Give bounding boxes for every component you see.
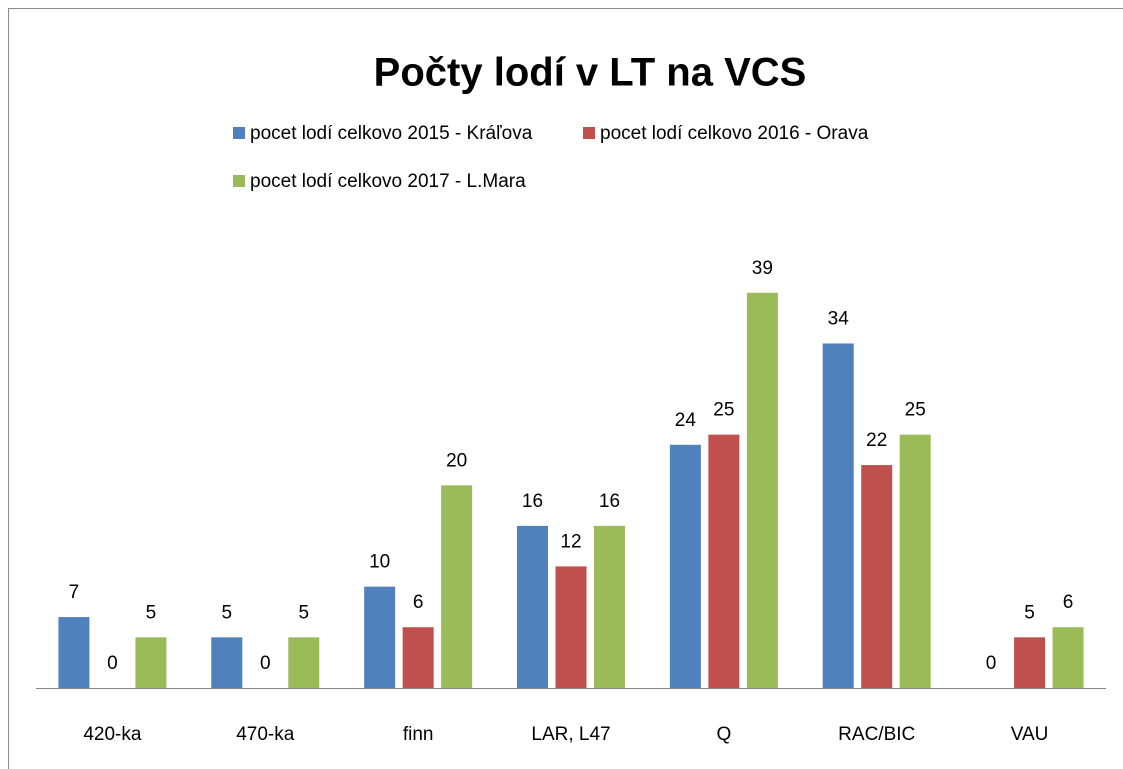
- bar: [899, 434, 931, 688]
- bar: [708, 434, 740, 688]
- x-tick-label: RAC/BIC: [838, 724, 915, 745]
- data-label: 5: [146, 602, 157, 623]
- data-label: 5: [298, 602, 309, 623]
- data-label: 10: [369, 552, 390, 573]
- data-label: 0: [107, 653, 118, 674]
- bar: [1052, 627, 1084, 688]
- bar: [288, 637, 320, 688]
- bar: [364, 586, 396, 688]
- legend-swatch: [583, 127, 595, 139]
- data-label: 16: [599, 491, 620, 512]
- bar: [135, 637, 167, 688]
- data-label: 24: [675, 410, 697, 431]
- data-label: 0: [260, 653, 271, 674]
- bar: [441, 485, 473, 688]
- chart-border: [8, 8, 1123, 769]
- x-tick-label: finn: [403, 724, 434, 745]
- data-label: 7: [69, 582, 80, 603]
- bar: [746, 292, 778, 688]
- data-label: 6: [413, 592, 424, 613]
- data-label: 22: [866, 430, 887, 451]
- data-label: 16: [522, 491, 543, 512]
- x-tick-label: 470-ka: [236, 724, 295, 745]
- data-label: 6: [1063, 592, 1074, 613]
- legend-swatch: [233, 127, 245, 139]
- data-label: 5: [1024, 602, 1035, 623]
- data-label: 34: [828, 308, 850, 329]
- bar: [861, 465, 893, 688]
- data-label: 39: [752, 258, 773, 279]
- x-tick-label: 420-ka: [83, 724, 142, 745]
- bar: [822, 343, 854, 688]
- data-label: 12: [560, 531, 581, 552]
- data-label: 25: [905, 400, 926, 421]
- legend-label: pocet lodí celkovo 2017 - L.Mara: [250, 171, 526, 192]
- bar: [211, 637, 243, 688]
- data-label: 20: [446, 450, 467, 471]
- x-tick-label: VAU: [1011, 724, 1049, 745]
- x-tick-label: LAR, L47: [531, 724, 610, 745]
- data-label: 5: [221, 602, 232, 623]
- chart-title: Počty lodí v LT na VCS: [374, 51, 807, 95]
- legend-label: pocet lodí celkovo 2016 - Orava: [600, 123, 869, 144]
- bar: [669, 444, 701, 688]
- bar: [555, 566, 587, 688]
- bar: [517, 525, 548, 688]
- x-tick-label: Q: [716, 724, 731, 745]
- legend-label: pocet lodí celkovo 2015 - Kráľova: [250, 123, 533, 144]
- data-label: 0: [986, 653, 997, 674]
- bar: [594, 525, 625, 688]
- legend-swatch: [233, 175, 245, 187]
- bar: [1014, 637, 1046, 688]
- bar: [402, 627, 434, 688]
- bar: [58, 617, 90, 688]
- data-label: 25: [713, 400, 734, 421]
